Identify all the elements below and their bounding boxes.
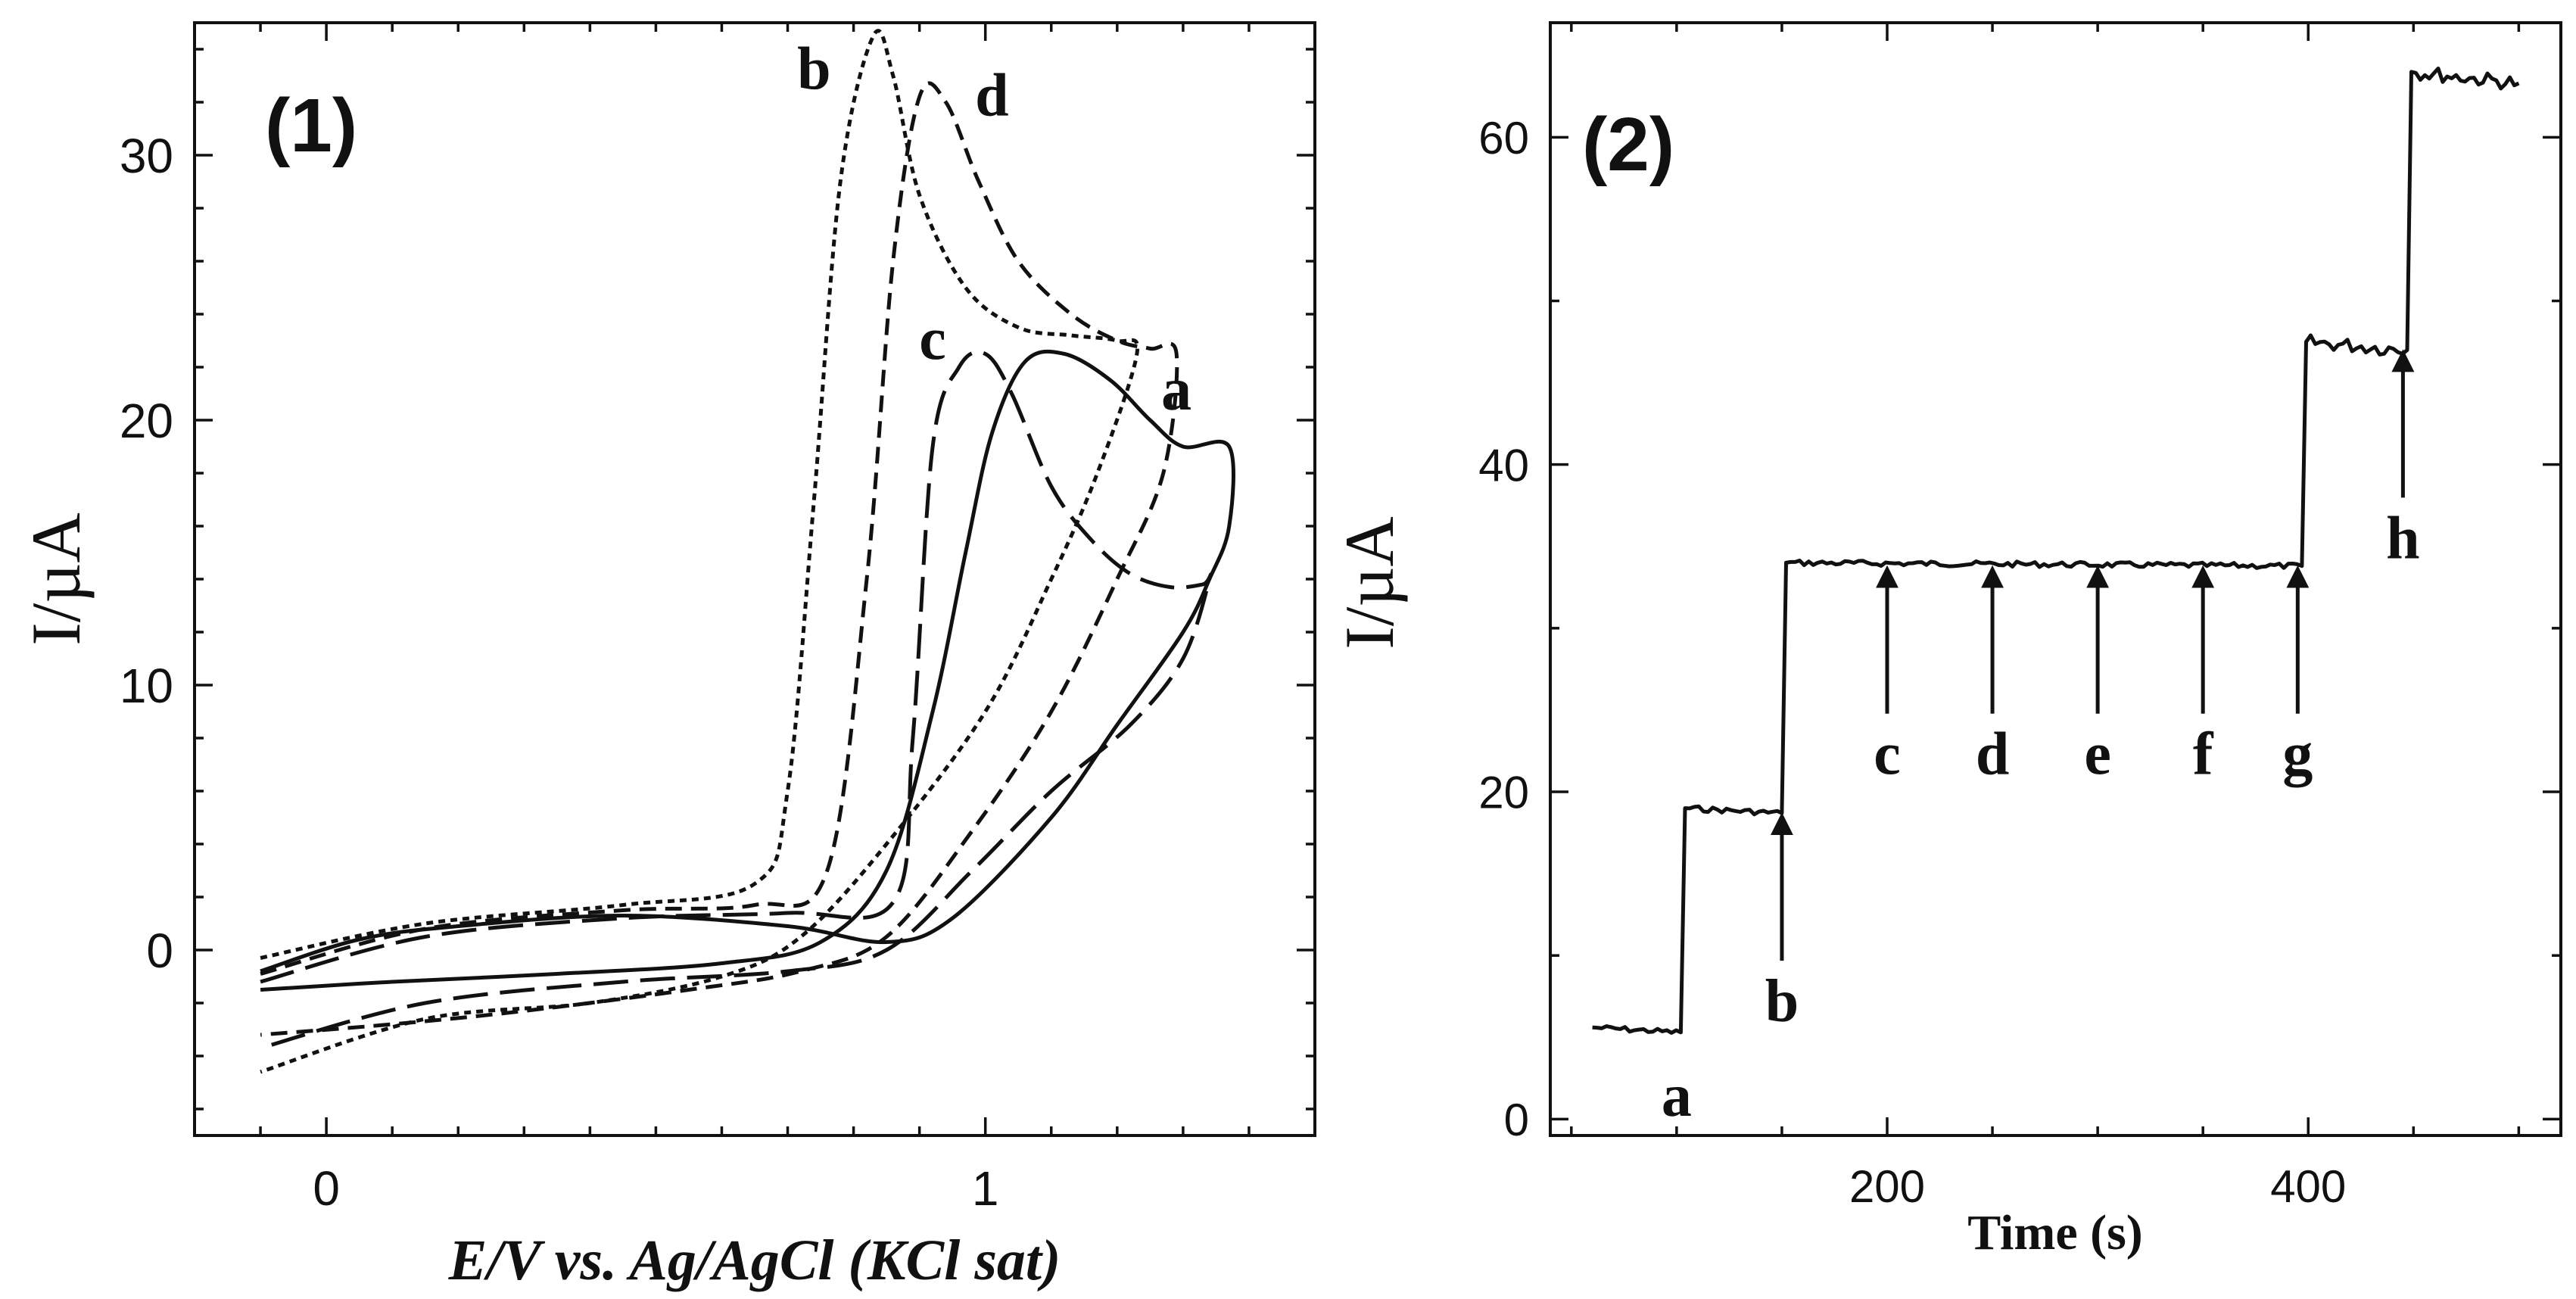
series-label: d: [975, 63, 1009, 129]
panel-label: (1): [265, 83, 357, 168]
x-axis-label: E/V vs. Ag/AgCl (KCl sat): [448, 1229, 1061, 1292]
series-a-line: [260, 349, 1235, 992]
x-axis-label: Time (s): [1967, 1205, 2143, 1260]
y-axis-label: I/µA: [17, 512, 95, 646]
annotation-label: g: [2282, 721, 2313, 788]
tick-marks: [193, 23, 1316, 1135]
annotation-label: d: [1976, 721, 2010, 788]
y-tick-label: 20: [120, 394, 173, 448]
y-axis-label: I/µA: [1331, 516, 1408, 650]
annotation-label: h: [2386, 505, 2420, 572]
annotation-label: e: [2084, 721, 2111, 788]
series-b-line: [260, 29, 1140, 1074]
annotation-label: b: [1765, 968, 1799, 1035]
series-c-line: [260, 350, 1213, 1050]
y-tick-label: 10: [120, 659, 173, 713]
tick-marks: [1550, 23, 2561, 1135]
series-label-group: a b c d: [797, 36, 1191, 424]
series-group: [260, 29, 1235, 1074]
annotation-group: a b c d e f g h: [1662, 349, 2420, 1129]
series-label: a: [1161, 357, 1191, 423]
y-tick-label: 20: [1478, 768, 1529, 818]
series-label: c: [919, 307, 946, 373]
series-label: b: [797, 36, 831, 103]
panel-label: (2): [1582, 102, 1674, 187]
x-tick-label: 400: [2270, 1161, 2346, 1212]
x-tick-label: 200: [1849, 1161, 1925, 1212]
y-tick-label: 30: [120, 129, 173, 183]
y-tick-label: 40: [1478, 440, 1529, 491]
plot-frame: [193, 21, 1316, 1137]
plot-frame: [1549, 21, 2562, 1137]
annotation-label: a: [1662, 1063, 1692, 1129]
series-group: [1592, 67, 2520, 1035]
x-tick-label: 1: [972, 1161, 999, 1216]
annotation-label: c: [1874, 721, 1901, 788]
y-tick-label: 0: [1504, 1095, 1529, 1145]
amperometry-chart: a b c d e f g h 200 400 0 20 40 60 (2) I/µA Time (s): [1331, 21, 2562, 1260]
y-tick-label: 60: [1478, 113, 1529, 164]
tick-label-group: 200 400 0 20 40 60: [1478, 113, 2346, 1212]
current-trace-line: [1592, 67, 2520, 1035]
series-d-line: [260, 81, 1179, 1037]
y-tick-label: 0: [146, 924, 173, 978]
x-tick-label: 0: [313, 1161, 340, 1216]
annotation-label: f: [2193, 721, 2214, 788]
